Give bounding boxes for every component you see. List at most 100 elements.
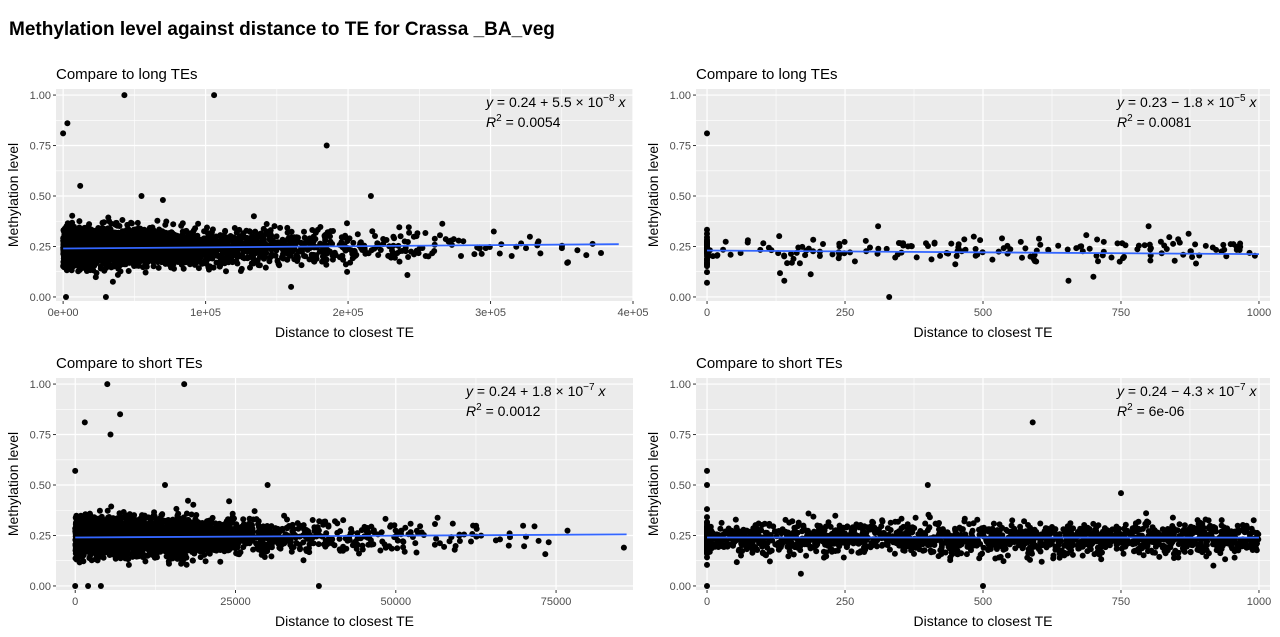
x-tick-label: 3e+05 bbox=[475, 307, 506, 319]
data-point bbox=[925, 243, 931, 249]
data-point bbox=[183, 257, 190, 264]
data-point bbox=[1108, 254, 1115, 261]
data-point bbox=[1022, 245, 1029, 252]
data-point bbox=[1147, 257, 1154, 264]
data-point bbox=[66, 250, 73, 257]
data-point bbox=[108, 244, 115, 251]
data-point bbox=[704, 260, 710, 267]
y-tick-label: 1.00 bbox=[30, 90, 51, 102]
data-point bbox=[117, 249, 123, 256]
data-point bbox=[931, 240, 938, 247]
data-point bbox=[97, 263, 104, 270]
data-point bbox=[757, 246, 764, 253]
data-point bbox=[150, 263, 157, 270]
scatter-panel-3: Compare to short TEs0.000.250.500.751.00… bbox=[5, 355, 633, 629]
x-tick-label: 0 bbox=[704, 307, 710, 319]
data-point bbox=[1192, 241, 1199, 248]
data-point bbox=[422, 230, 429, 236]
data-point bbox=[760, 240, 767, 247]
data-point bbox=[1202, 242, 1209, 249]
data-point bbox=[810, 236, 817, 243]
data-point bbox=[256, 231, 263, 238]
data-point bbox=[744, 239, 751, 246]
data-point bbox=[176, 257, 183, 264]
data-point bbox=[1045, 246, 1052, 253]
data-point bbox=[442, 236, 449, 243]
data-point bbox=[112, 220, 119, 226]
data-point bbox=[350, 239, 357, 246]
data-point bbox=[312, 252, 319, 259]
data-point bbox=[526, 233, 533, 240]
data-point bbox=[173, 234, 180, 241]
data-point bbox=[372, 233, 378, 239]
data-point bbox=[970, 233, 977, 240]
data-point bbox=[250, 213, 257, 220]
x-tick-label: 1000 bbox=[1247, 307, 1271, 319]
data-point bbox=[182, 234, 189, 241]
data-point bbox=[125, 268, 132, 274]
data-point bbox=[273, 233, 280, 240]
data-point bbox=[1213, 246, 1220, 253]
y-tick-label: 0.75 bbox=[30, 430, 51, 442]
data-point bbox=[291, 256, 298, 263]
data-point bbox=[170, 261, 177, 268]
panel-title: Compare to short TEs bbox=[56, 355, 202, 372]
data-point bbox=[397, 233, 404, 240]
data-point bbox=[111, 232, 118, 239]
y-axis-label: Methylation level bbox=[645, 143, 661, 247]
data-point bbox=[99, 219, 106, 226]
data-point bbox=[720, 246, 727, 253]
data-point bbox=[149, 224, 156, 231]
y-tick-label: 0.25 bbox=[30, 530, 51, 542]
data-point bbox=[323, 142, 330, 149]
data-point bbox=[260, 250, 267, 256]
data-point bbox=[886, 294, 893, 300]
data-point bbox=[354, 231, 361, 238]
data-point bbox=[346, 235, 353, 242]
data-point bbox=[989, 256, 996, 263]
data-point bbox=[351, 247, 358, 254]
x-axis-label: Distance to closest TE bbox=[275, 324, 414, 340]
y-tick-label: 0.50 bbox=[30, 191, 51, 203]
scatter-panel-2: Compare to long TEs0.000.250.500.751.000… bbox=[645, 66, 1271, 340]
data-point bbox=[204, 224, 210, 231]
data-point bbox=[1065, 277, 1072, 284]
data-point bbox=[109, 278, 116, 285]
data-point bbox=[847, 249, 853, 256]
x-tick-label: 4e+05 bbox=[618, 307, 649, 319]
data-point bbox=[271, 223, 278, 230]
data-point bbox=[281, 512, 288, 519]
data-point bbox=[1121, 253, 1127, 260]
data-point bbox=[367, 193, 374, 199]
data-point bbox=[977, 237, 984, 244]
y-tick-label: 0.75 bbox=[30, 141, 51, 153]
data-point bbox=[324, 229, 331, 236]
data-point bbox=[162, 221, 169, 228]
data-point bbox=[288, 283, 295, 290]
data-point bbox=[276, 262, 283, 269]
data-point bbox=[271, 239, 278, 246]
data-point bbox=[829, 251, 836, 258]
data-point bbox=[784, 260, 791, 267]
data-point bbox=[61, 255, 68, 262]
data-point bbox=[535, 537, 542, 544]
data-point bbox=[431, 235, 438, 242]
data-point bbox=[1220, 241, 1227, 248]
data-point bbox=[195, 265, 202, 272]
data-point bbox=[972, 246, 979, 252]
data-point bbox=[875, 223, 882, 230]
data-point bbox=[1019, 254, 1025, 261]
y-tick-label: 0.00 bbox=[30, 292, 51, 304]
data-point bbox=[185, 497, 191, 504]
data-point bbox=[574, 247, 581, 254]
data-point bbox=[410, 233, 417, 240]
data-point bbox=[288, 228, 295, 235]
x-tick-label: 50000 bbox=[380, 596, 411, 608]
data-point bbox=[349, 255, 356, 262]
data-point bbox=[63, 294, 69, 300]
data-point bbox=[765, 244, 772, 251]
data-point bbox=[317, 224, 324, 230]
data-point bbox=[277, 224, 284, 231]
data-point bbox=[338, 239, 345, 246]
data-point bbox=[155, 259, 161, 266]
